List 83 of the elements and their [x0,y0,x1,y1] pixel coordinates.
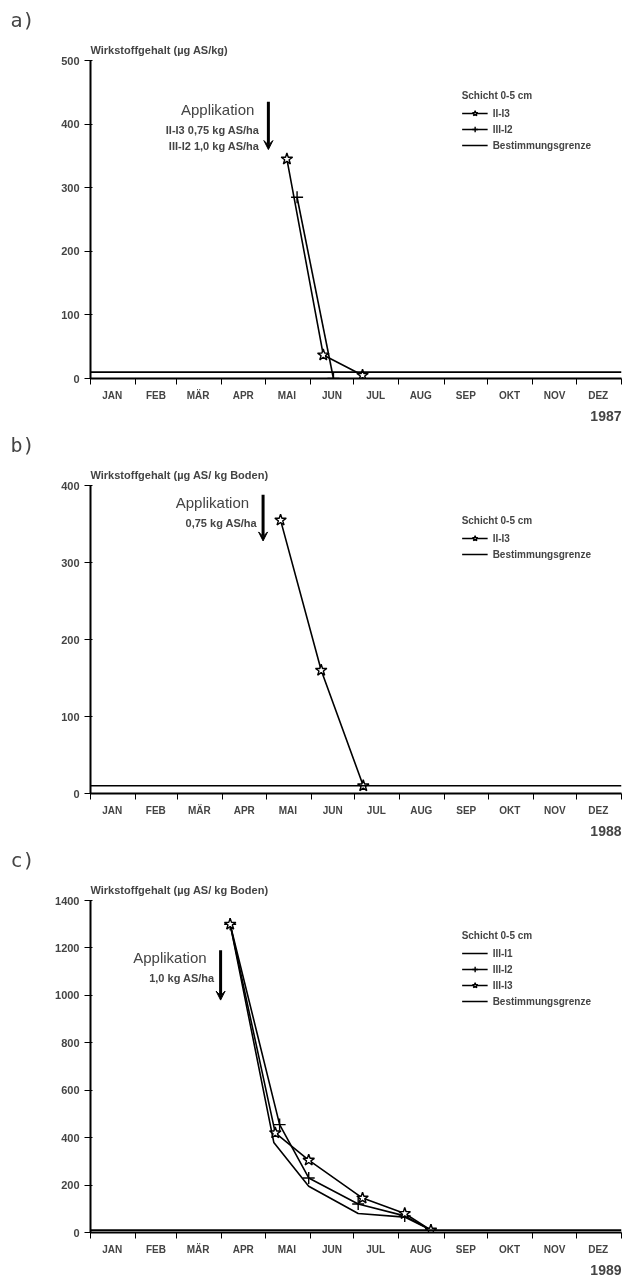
x-tick-label: JUN [321,1243,343,1255]
y-tick-label: 1000 [55,989,80,1002]
x-tick-label: JAN [102,389,123,401]
y-tick-label: 200 [61,245,80,258]
legend-label: III-I3 [492,978,513,992]
y-tick-label: 400 [61,479,80,492]
x-axis-title: 1987 [590,407,622,424]
y-tick-label: 400 [61,118,80,131]
x-tick-label: OKT [499,804,521,816]
legend-title: Schicht 0-5 cm [461,515,534,526]
annotation: III-I2 1,0 kg AS/ha [168,139,260,152]
x-axis-title: 1989 [590,1261,622,1278]
x-tick-label: JUL [366,804,386,816]
x-tick-label: JAN [102,1243,123,1255]
legend-title: Schicht 0-5 cm [461,90,534,101]
chart-title: a) [10,7,35,32]
annotation: Applikation [175,493,250,511]
x-tick-label: JUL [366,389,386,401]
x-tick-label: JUN [321,389,343,401]
legend-label: Bestimmungsgrenze [492,138,591,152]
y-tick-label: 100 [61,308,80,321]
y-tick-label: 0 [73,1226,80,1239]
x-tick-label: JUN [322,804,343,816]
annotation: Applikation [181,100,255,118]
y-tick-label: 200 [61,633,80,646]
x-tick-label: NOV [543,389,566,401]
x-tick-label: AUG [410,804,433,816]
legend-label: III-I2 [492,962,513,976]
x-tick-label: FEB [145,389,166,401]
legend-title: Schicht 0-5 cm [461,930,534,941]
y-tick-label: 0 [73,372,80,385]
y-tick-label: 400 [61,1131,80,1144]
x-tick-label: NOV [543,1243,566,1255]
x-tick-label: APR [233,804,256,816]
y-tick-label: 200 [61,1179,80,1192]
x-tick-label: MAI [277,389,297,401]
y-tick-label: 800 [61,1036,80,1049]
x-tick-label: FEB [145,804,166,816]
chart-title: c) [10,847,35,872]
x-tick-label: FEB [145,1243,166,1255]
x-tick-label: DEZ [588,1243,609,1255]
y-tick-label: 600 [61,1084,80,1097]
legend-label: II-I3 [492,531,511,545]
legend-label: III-I1 [492,946,513,960]
x-tick-label: SEP [455,1243,477,1255]
y-tick-label: 100 [61,710,80,723]
y-axis-title: Wirkstoffgehalt (µg AS/ kg Boden) [90,883,269,896]
x-tick-label: OKT [498,1243,521,1255]
x-tick-label: AUG [409,389,433,401]
x-tick-label: SEP [455,389,477,401]
legend-label: III-I2 [492,122,513,136]
legend-label: Bestimmungsgrenze [492,547,591,561]
annotation: II-I3 0,75 kg AS/ha [165,123,260,136]
x-tick-label: DEZ [588,389,609,401]
x-tick-label: OKT [498,389,521,401]
x-tick-label: MAI [277,1243,297,1255]
x-tick-label: MÄR [187,803,212,816]
y-tick-label: 1400 [55,894,80,907]
x-tick-label: APR [232,1243,255,1255]
legend-label: Bestimmungsgrenze [492,994,591,1008]
chart-title: b) [10,432,35,457]
y-tick-label: 300 [61,556,80,569]
y-axis-title: Wirkstoffgehalt (µg AS/ kg Boden) [90,468,269,481]
y-tick-label: 1200 [55,941,80,954]
x-tick-label: JAN [102,804,123,816]
x-tick-label: DEZ [588,804,609,816]
y-tick-label: 500 [61,54,80,67]
y-axis-title: Wirkstoffgehalt (µg AS/kg) [90,43,229,56]
x-tick-label: AUG [409,1243,433,1255]
annotation: Applikation [133,949,207,967]
annotation: 0,75 kg AS/ha [185,516,258,529]
y-tick-label: 0 [73,787,80,800]
x-tick-label: NOV [543,804,566,816]
x-axis-title: 1988 [590,822,622,839]
x-tick-label: JUL [366,1243,386,1255]
y-tick-label: 300 [61,181,80,194]
x-tick-label: SEP [456,804,477,816]
x-tick-label: MÄR [186,1242,211,1255]
legend-label: II-I3 [492,106,511,120]
x-tick-label: APR [232,389,255,401]
x-tick-label: MÄR [186,388,211,401]
annotation: 1,0 kg AS/ha [149,972,216,985]
x-tick-label: MAI [278,804,298,816]
